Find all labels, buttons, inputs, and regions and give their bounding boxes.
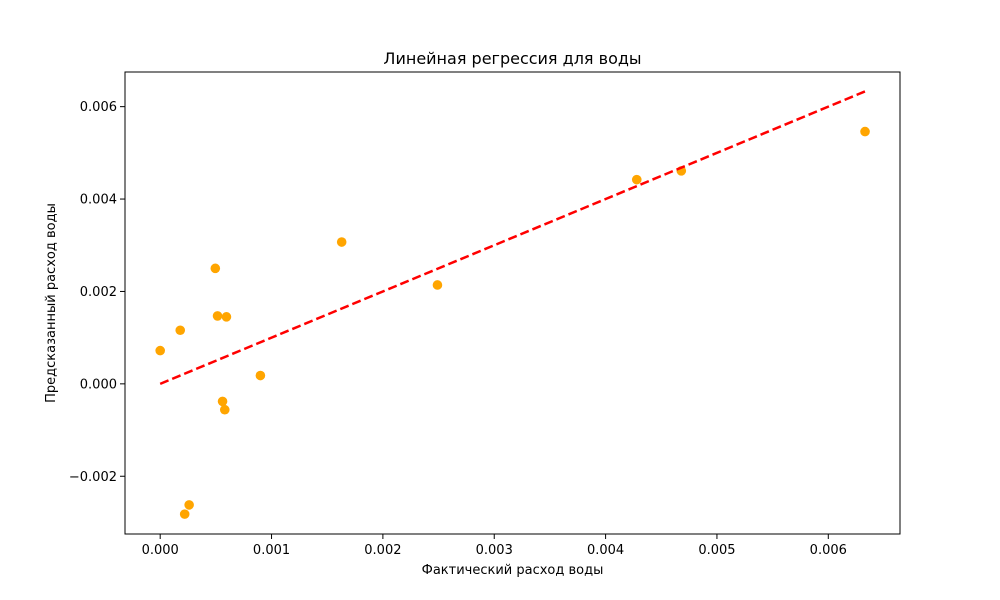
data-point	[210, 263, 221, 274]
data-point	[255, 370, 266, 381]
x-tick-label: 0.003	[476, 543, 513, 558]
data-point	[212, 311, 223, 321]
data-point	[155, 345, 165, 356]
x-tick-label: 0.002	[364, 543, 401, 558]
x-tick-label: 0.001	[253, 543, 290, 558]
x-axis-label: Фактический расход воды	[422, 563, 604, 578]
data-point	[217, 396, 228, 407]
data-point	[184, 500, 194, 510]
y-tick-label: 0.004	[80, 193, 117, 208]
y-tick-label: 0.000	[80, 377, 117, 392]
data-point	[221, 312, 232, 322]
data-point	[336, 237, 347, 247]
y-tick-label: 0.006	[80, 100, 117, 115]
data-point	[175, 325, 186, 336]
x-tick-label: 0.004	[587, 543, 624, 558]
y-tick-label: 0.002	[80, 285, 117, 300]
x-tick-label: 0.006	[810, 543, 847, 558]
data-point	[631, 174, 642, 185]
x-tick-label: 0.000	[142, 543, 179, 558]
y-axis-label: Предсказанный расход воды	[44, 203, 59, 403]
data-point	[179, 509, 190, 519]
x-tick-label: 0.005	[698, 543, 735, 558]
y-tick-label: −0.002	[69, 470, 117, 485]
chart-title: Линейная регрессия для воды	[383, 49, 641, 68]
data-point	[860, 126, 870, 137]
data-point	[219, 404, 230, 415]
x-axis-ticks: 0.000 0.001 0.002 0.003 0.004 0.005 0.006	[142, 534, 847, 558]
regression-line	[159, 90, 866, 386]
data-point	[432, 280, 443, 290]
y-axis-ticks: −0.002 0.000 0.002 0.004 0.006	[69, 100, 125, 485]
plot-area	[155, 90, 870, 519]
plot-frame	[124, 71, 901, 535]
